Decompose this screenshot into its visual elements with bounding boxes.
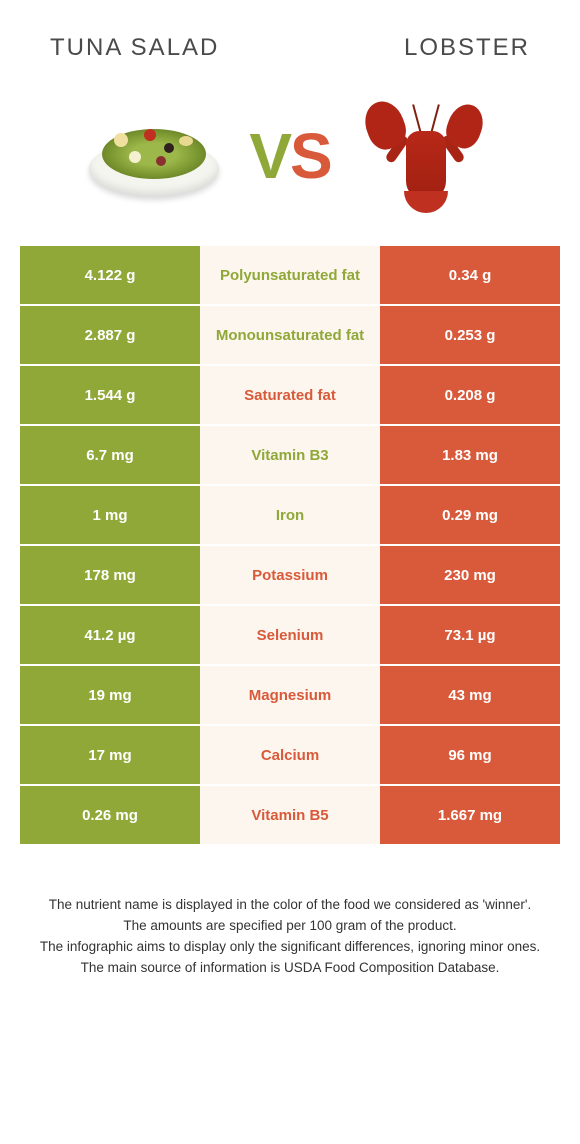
nutrient-name: Magnesium — [200, 666, 380, 724]
left-value: 41.2 µg — [20, 606, 200, 664]
header-row: TUNA SALAD LOBSTER — [0, 0, 580, 86]
left-value: 6.7 mg — [20, 426, 200, 484]
tuna-salad-icon — [84, 111, 224, 201]
vs-s: S — [290, 120, 331, 192]
footer-line-3: The infographic aims to display only the… — [22, 938, 558, 957]
nutrient-name: Saturated fat — [200, 366, 380, 424]
left-value: 4.122 g — [20, 246, 200, 304]
left-value: 19 mg — [20, 666, 200, 724]
right-food-image — [351, 96, 501, 216]
table-row: 19 mgMagnesium43 mg — [20, 666, 560, 726]
nutrient-name: Polyunsaturated fat — [200, 246, 380, 304]
left-value: 17 mg — [20, 726, 200, 784]
left-food-title: TUNA SALAD — [50, 34, 219, 62]
table-row: 1.544 gSaturated fat0.208 g — [20, 366, 560, 426]
table-row: 41.2 µgSelenium73.1 µg — [20, 606, 560, 666]
table-row: 1 mgIron0.29 mg — [20, 486, 560, 546]
left-value: 2.887 g — [20, 306, 200, 364]
table-row: 4.122 gPolyunsaturated fat0.34 g — [20, 246, 560, 306]
table-row: 17 mgCalcium96 mg — [20, 726, 560, 786]
right-value: 96 mg — [380, 726, 560, 784]
vs-label: VS — [249, 119, 330, 193]
nutrient-name: Vitamin B3 — [200, 426, 380, 484]
nutrient-name: Potassium — [200, 546, 380, 604]
left-value: 178 mg — [20, 546, 200, 604]
vs-v: V — [249, 120, 290, 192]
right-value: 230 mg — [380, 546, 560, 604]
right-value: 43 mg — [380, 666, 560, 724]
left-value: 1.544 g — [20, 366, 200, 424]
nutrient-table: 4.122 gPolyunsaturated fat0.34 g2.887 gM… — [20, 246, 560, 846]
left-value: 0.26 mg — [20, 786, 200, 844]
right-value: 73.1 µg — [380, 606, 560, 664]
nutrient-name: Calcium — [200, 726, 380, 784]
right-value: 0.34 g — [380, 246, 560, 304]
footer-notes: The nutrient name is displayed in the co… — [0, 846, 580, 978]
left-value: 1 mg — [20, 486, 200, 544]
footer-line-2: The amounts are specified per 100 gram o… — [22, 917, 558, 936]
infographic-container: TUNA SALAD LOBSTER VS 4.122 gPolyunsat — [0, 0, 580, 978]
footer-line-4: The main source of information is USDA F… — [22, 959, 558, 978]
table-row: 6.7 mgVitamin B31.83 mg — [20, 426, 560, 486]
right-value: 1.667 mg — [380, 786, 560, 844]
right-value: 0.29 mg — [380, 486, 560, 544]
table-row: 178 mgPotassium230 mg — [20, 546, 560, 606]
images-row: VS — [0, 86, 580, 246]
nutrient-name: Iron — [200, 486, 380, 544]
left-food-image — [79, 96, 229, 216]
right-value: 0.208 g — [380, 366, 560, 424]
right-value: 1.83 mg — [380, 426, 560, 484]
nutrient-name: Monounsaturated fat — [200, 306, 380, 364]
right-value: 0.253 g — [380, 306, 560, 364]
table-row: 2.887 gMonounsaturated fat0.253 g — [20, 306, 560, 366]
right-food-title: LOBSTER — [404, 34, 530, 62]
nutrient-name: Selenium — [200, 606, 380, 664]
table-row: 0.26 mgVitamin B51.667 mg — [20, 786, 560, 846]
lobster-icon — [356, 96, 496, 216]
footer-line-1: The nutrient name is displayed in the co… — [22, 896, 558, 915]
nutrient-name: Vitamin B5 — [200, 786, 380, 844]
